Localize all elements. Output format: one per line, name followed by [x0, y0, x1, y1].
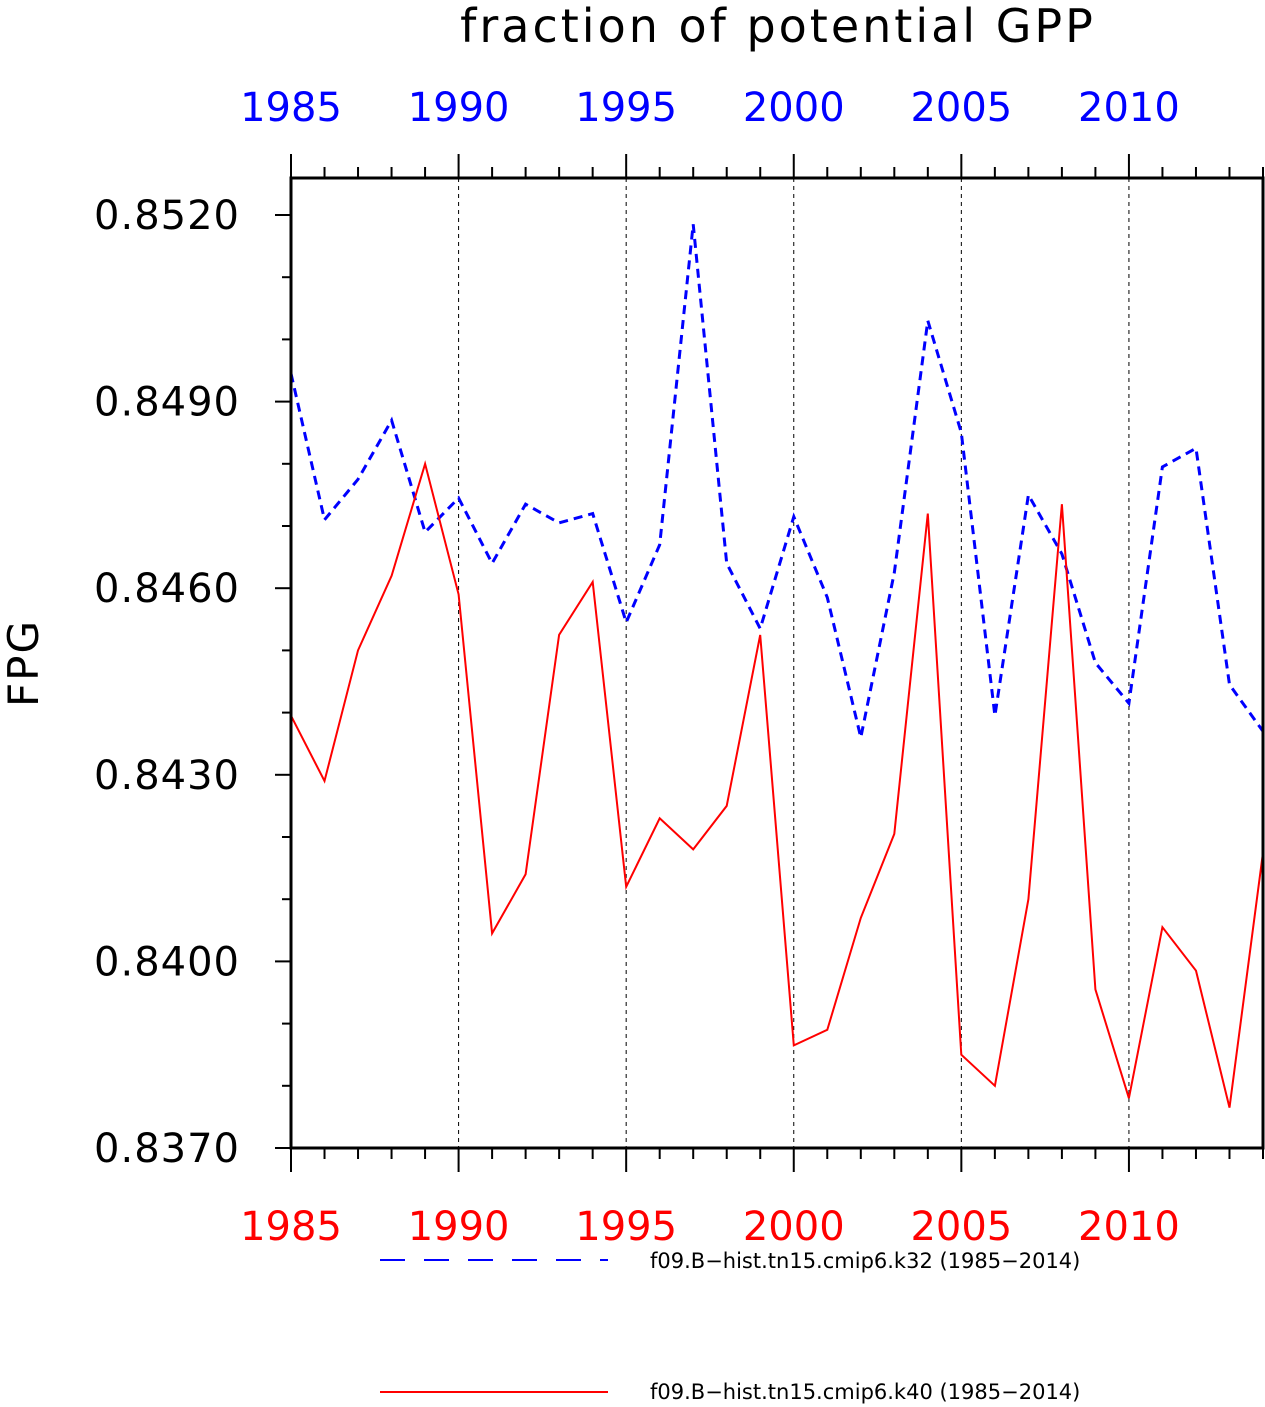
- bottom-x-tick-label: 2010: [1078, 1204, 1180, 1250]
- legend: f09.B−hist.tn15.cmip6.k32 (1985−2014) f0…: [380, 1249, 1080, 1404]
- top-x-tick-label: 1985: [240, 85, 342, 131]
- series-line-1: [289, 224, 1265, 738]
- y-tick-label: 0.8400: [94, 939, 240, 985]
- top-x-tick-label: 2005: [910, 85, 1012, 131]
- y-axis-label: FPG: [0, 619, 48, 707]
- y-tick-label: 0.8430: [94, 753, 240, 799]
- series-line-2: [290, 460, 1264, 1108]
- top-x-axis: 1985 1990 1995 2000 2005 2010: [240, 85, 1264, 178]
- top-x-tick-label: 1990: [408, 85, 510, 131]
- bottom-x-tick-label: 2000: [743, 1204, 845, 1250]
- series-lines: [289, 224, 1265, 1108]
- chart-title: fraction of potential GPP: [460, 0, 1096, 53]
- top-x-tick-label: 1995: [575, 85, 677, 131]
- bottom-x-tick-label: 1990: [408, 1204, 510, 1250]
- bottom-x-tick-label: 1995: [575, 1204, 677, 1250]
- y-tick-label: 0.8460: [94, 566, 240, 612]
- y-axis: 0.8520 0.8490 0.8460 0.8430 0.8400 0.8370: [94, 193, 291, 1172]
- bottom-x-axis: 1985 1990 1995 2000 2005 2010: [240, 1148, 1264, 1250]
- legend-label-k32: f09.B−hist.tn15.cmip6.k32 (1985−2014): [650, 1249, 1080, 1273]
- legend-label-k40: f09.B−hist.tn15.cmip6.k40 (1985−2014): [650, 1380, 1080, 1404]
- bottom-x-tick-label: 1985: [240, 1204, 342, 1250]
- plot-frame: [289, 176, 1265, 1150]
- y-tick-label: 0.8520: [94, 193, 240, 239]
- grid-lines: [458, 178, 1130, 1148]
- top-x-tick-label: 2000: [743, 85, 845, 131]
- top-x-tick-label: 2010: [1078, 85, 1180, 131]
- bottom-x-tick-label: 2005: [910, 1204, 1012, 1250]
- y-tick-label: 0.8370: [94, 1126, 240, 1172]
- y-tick-label: 0.8490: [94, 380, 240, 426]
